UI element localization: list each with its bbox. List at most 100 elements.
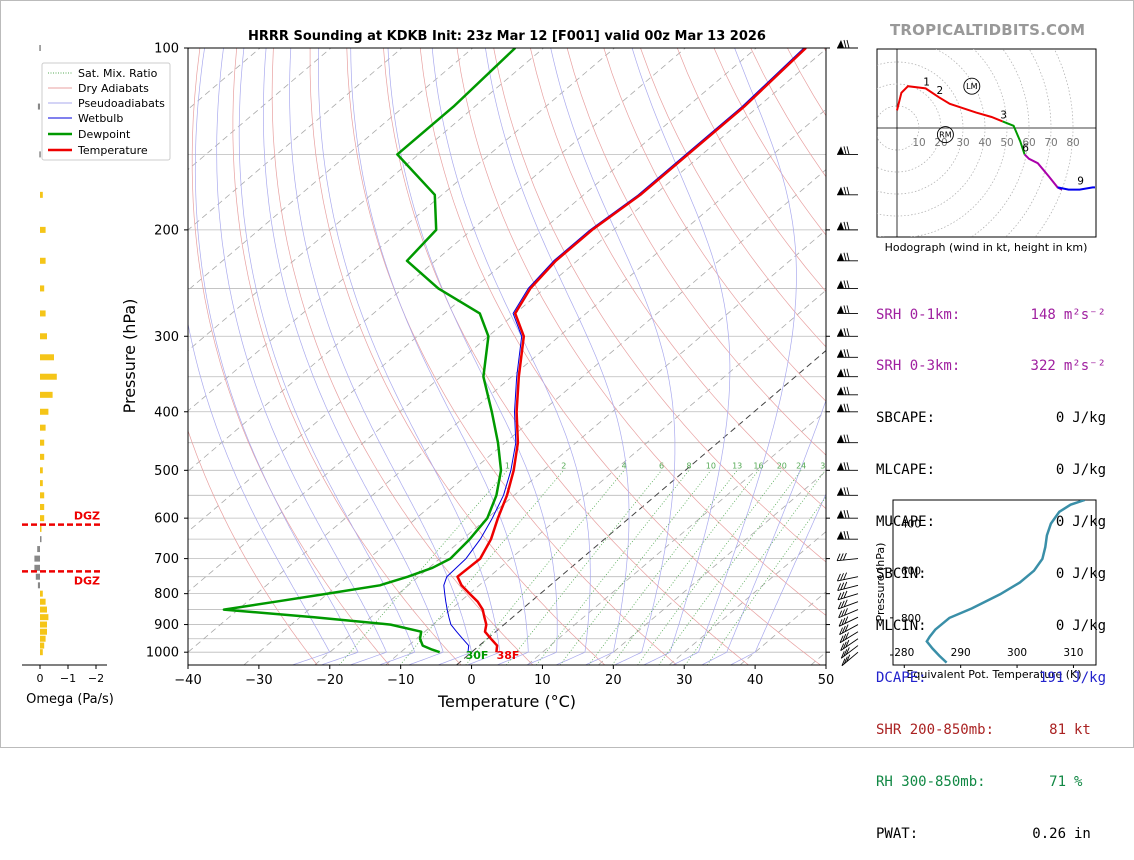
omega-bar <box>40 425 46 431</box>
param-unit: in <box>1066 826 1091 843</box>
pseudo-adiabat <box>239 48 415 665</box>
mix-ratio-line <box>707 470 845 665</box>
param-value: 0.26 <box>1000 826 1066 843</box>
dry-adiabat <box>233 48 461 665</box>
surface-dewpoint-label: 30F <box>466 649 489 662</box>
param-value: 148 <box>993 307 1055 324</box>
omega-bar <box>40 354 54 360</box>
omega-bar <box>40 227 46 233</box>
storm-motion-label: RM <box>939 131 952 140</box>
skewt-plot-area <box>188 48 826 665</box>
x-tick-label: −20 <box>316 673 343 688</box>
y-tick-label: 100 <box>154 42 179 57</box>
omega-bar <box>38 582 40 588</box>
pseudo-adiabat <box>551 48 675 665</box>
y-tick-label: 900 <box>154 618 179 633</box>
omega-bar <box>39 151 41 157</box>
y-tick-label: 400 <box>154 405 179 420</box>
omega-bar <box>40 454 44 460</box>
omega-bar <box>40 480 43 486</box>
mix-ratio-line <box>339 470 507 665</box>
x-tick-label: 20 <box>605 673 622 688</box>
hodograph-ring-label: 30 <box>956 137 969 149</box>
wind-barb <box>837 462 858 470</box>
omega-bar <box>40 504 44 510</box>
omega-bar <box>40 333 47 339</box>
param-value: 322 <box>993 358 1055 375</box>
omega-bar <box>34 556 40 562</box>
omega-bar <box>38 104 40 110</box>
wind-barb <box>839 608 858 617</box>
legend-item-moist: Pseudoadiabats <box>78 97 165 110</box>
x-tick-label: 0 <box>467 673 475 688</box>
pseudo-adiabat <box>432 48 590 665</box>
x-tick-label: −10 <box>387 673 414 688</box>
param-value: 0 <box>999 618 1064 635</box>
omega-bar <box>40 440 44 446</box>
mix-ratio-label: 13 <box>732 461 742 470</box>
y-tick-label: 1000 <box>146 646 179 661</box>
mix-ratio-line <box>400 470 564 665</box>
param-label: SRH 0-1km: <box>876 307 993 324</box>
pseudo-adiabat <box>175 48 330 665</box>
legend-item-temperature: Temperature <box>77 144 148 157</box>
wind-barb <box>837 553 858 561</box>
chart-title: HRRR Sounding at KDKB Init: 23z Mar 12 [… <box>248 29 766 44</box>
mix-ratio-label: 8 <box>686 461 691 470</box>
x-tick-label: 30 <box>676 673 693 688</box>
x-tick-label: −30 <box>245 673 272 688</box>
hodograph-caption: Hodograph (wind in kt, height in km) <box>885 241 1088 254</box>
param-unit: kt <box>1066 722 1091 739</box>
param-unit: J/kg <box>1064 410 1106 427</box>
isotherm <box>244 48 969 665</box>
param-label: PWAT: <box>876 826 1000 843</box>
param-unit: m²s⁻² <box>1056 307 1106 324</box>
omega-bar <box>40 629 47 635</box>
param-value: 0 <box>999 462 1064 479</box>
mix-ratio-line <box>612 470 759 665</box>
mix-ratio-label: 1 <box>505 461 510 470</box>
param-unit: % <box>1066 774 1082 791</box>
param-label: SHR 200-850mb: <box>876 722 1000 739</box>
param-label: RH 300-850mb: <box>876 774 1000 791</box>
omega-bar <box>40 526 42 532</box>
wind-barbs <box>837 40 858 666</box>
param-label: MLCIN: <box>876 618 999 635</box>
x-tick-label: 50 <box>818 673 835 688</box>
hodograph-height-label: 3 <box>1000 109 1007 121</box>
omega-bar <box>40 649 43 655</box>
omega-bar <box>40 392 53 398</box>
wind-barb <box>837 305 858 313</box>
pseudo-adiabat <box>702 48 878 665</box>
mix-ratio-line <box>659 470 801 665</box>
param-unit: J/kg <box>1064 670 1106 687</box>
omega-bar <box>37 546 40 552</box>
y-tick-label: 800 <box>154 587 179 602</box>
omega-bar <box>34 565 40 571</box>
dgz-label: DGZ <box>74 510 100 523</box>
pseudo-adiabat <box>290 48 472 665</box>
y-tick-label: 700 <box>154 552 179 567</box>
wind-barb <box>838 600 858 609</box>
mix-ratio-label: 16 <box>753 461 763 470</box>
omega-bar <box>40 374 57 380</box>
pseudo-adiabat <box>485 48 629 665</box>
omega-bar <box>40 607 47 613</box>
omega-bar <box>40 285 44 291</box>
omega-bar <box>39 45 41 51</box>
hodograph-ring-label: 70 <box>1044 137 1057 149</box>
hodograph-height-label: 6 <box>1022 142 1029 154</box>
omega-bar <box>40 643 44 649</box>
storm-motion-label: LM <box>966 82 977 91</box>
series-wetbulb-line <box>444 48 804 652</box>
param-label: MLCAPE: <box>876 462 999 479</box>
omega-bar <box>40 258 46 264</box>
param-label: SBCIN: <box>876 566 999 583</box>
param-label: DCAPE: <box>876 670 999 687</box>
omega-bar <box>40 192 43 198</box>
